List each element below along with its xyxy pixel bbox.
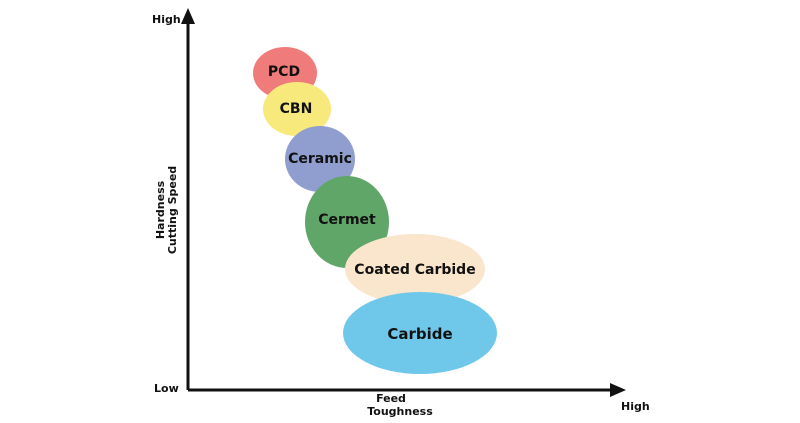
material-coated-carbide: Coated Carbide <box>345 234 485 304</box>
material-pcd-label: PCD <box>268 64 300 80</box>
material-carbide: Carbide <box>343 292 497 374</box>
material-cbn: CBN <box>263 82 331 136</box>
material-ceramic-label: Ceramic <box>288 151 352 167</box>
y-axis-arrowhead <box>181 8 195 24</box>
y-axis-title: Hardness Cutting Speed <box>154 166 179 254</box>
y-axis-title-line2: Cutting Speed <box>166 166 179 254</box>
y-axis-high-label: High <box>152 13 181 26</box>
material-carbide-label: Carbide <box>387 325 452 343</box>
material-carbide-shape <box>343 292 497 374</box>
material-cbn-label: CBN <box>280 101 313 117</box>
material-coated-carbide-shape <box>345 234 485 304</box>
material-ceramic-shape <box>285 126 355 192</box>
y-axis-title-line1: Hardness <box>154 180 167 239</box>
material-cbn-shape <box>263 82 331 136</box>
material-coated-carbide-label: Coated Carbide <box>354 262 475 278</box>
x-axis-arrowhead <box>610 383 626 397</box>
y-axis-low-label: Low <box>154 382 179 395</box>
material-ceramic: Ceramic <box>285 126 355 192</box>
x-axis-title-line1: Feed <box>376 392 406 405</box>
x-axis-high-label: High <box>621 400 650 413</box>
x-axis-title-line2: Toughness <box>367 405 433 418</box>
material-cermet-label: Cermet <box>318 212 376 228</box>
